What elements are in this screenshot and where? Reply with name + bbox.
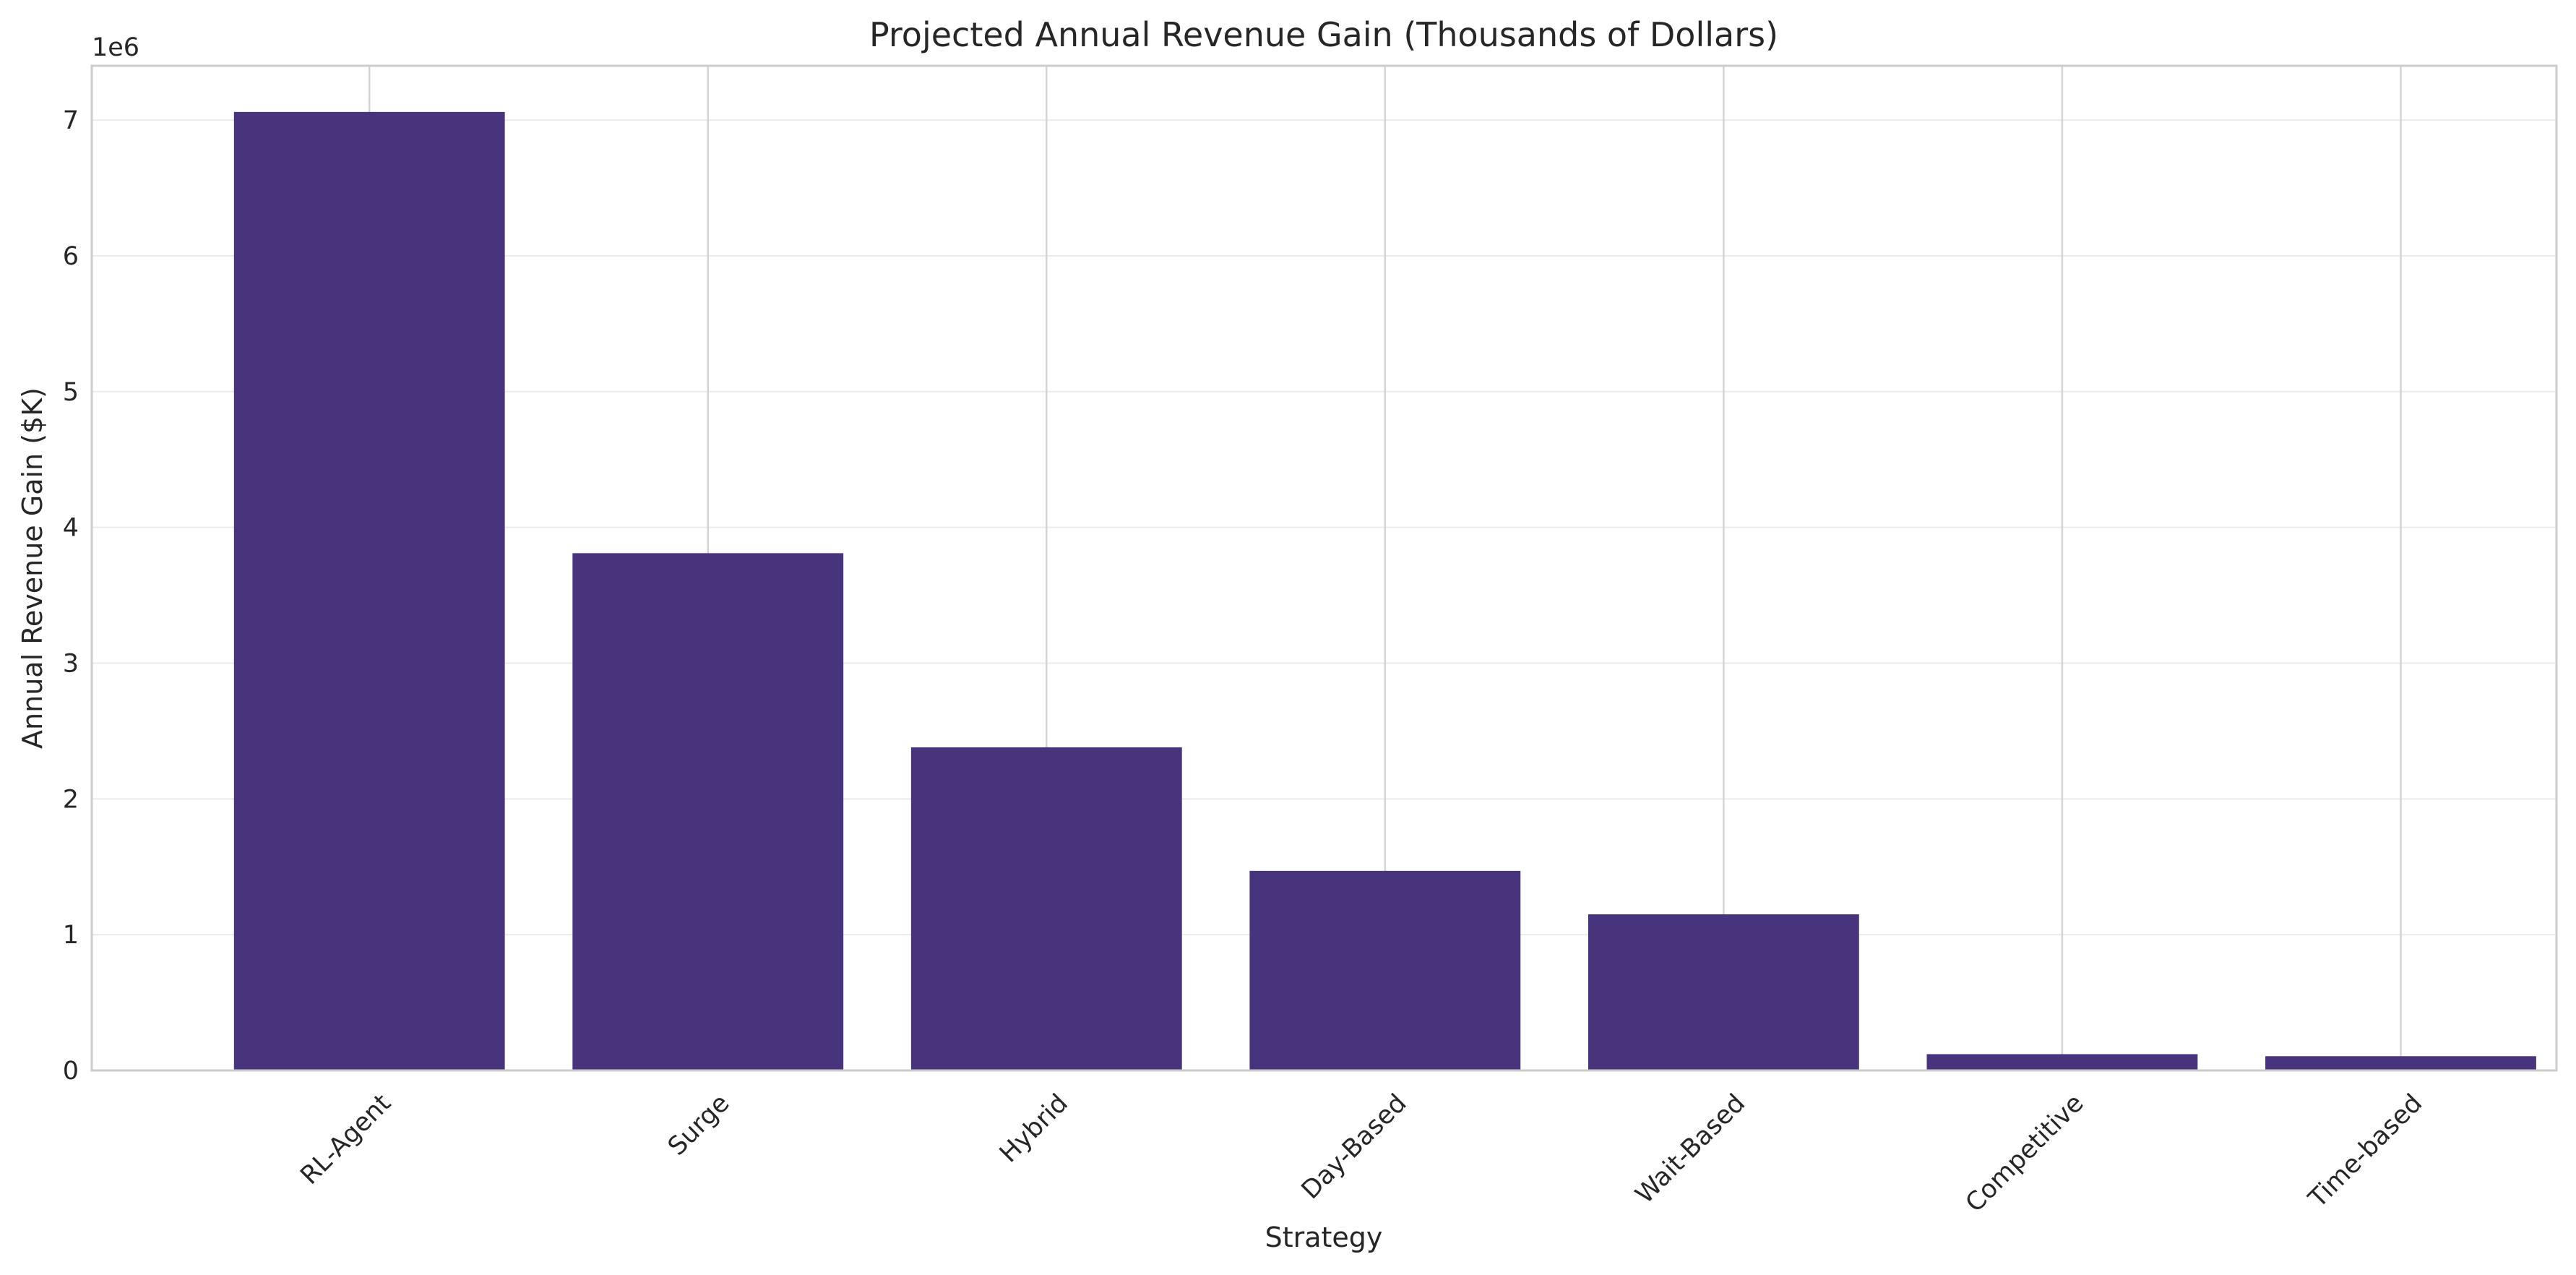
- x-tick-label: Competitive: [1960, 1089, 2090, 1218]
- bar-competitive: [1926, 1054, 2198, 1070]
- x-axis-title: Strategy: [1265, 1222, 1383, 1253]
- x-tick-label: Day-Based: [1296, 1089, 1413, 1205]
- y-axis-title: Annual Revenue Gain ($K): [17, 387, 48, 749]
- bar-day-based: [1249, 870, 1521, 1070]
- x-tick-label: Time-based: [2303, 1089, 2428, 1214]
- bar-wait-based: [1588, 914, 1859, 1070]
- y-tick-label: 1: [63, 921, 79, 950]
- y-tick-label: 0: [63, 1057, 79, 1086]
- y-tick-label: 2: [63, 785, 79, 814]
- bar-rl-agent: [233, 111, 505, 1070]
- x-tick-label: Surge: [663, 1089, 735, 1161]
- y-tick-labels: 0 1 2 3 4 5 6 7: [63, 106, 79, 1086]
- x-tick-label: Hybrid: [994, 1089, 1074, 1168]
- bar-surge: [572, 553, 844, 1070]
- bar-time-based: [2265, 1056, 2536, 1070]
- x-tick-labels: RL-Agent Surge Hybrid Day-Based Wait-Based Co…: [295, 1089, 2428, 1218]
- y-tick-label: 5: [63, 378, 79, 407]
- bar-layer: [233, 111, 2536, 1070]
- bar-hybrid: [910, 747, 1182, 1070]
- y-tick-label: 7: [63, 106, 79, 135]
- plot-frame: [90, 64, 2558, 1072]
- y-offset-label: 1e6: [92, 33, 139, 62]
- chart-title: Projected Annual Revenue Gain (Thousands…: [869, 15, 1778, 54]
- x-tick-label: Wait-Based: [1630, 1089, 1751, 1209]
- x-tick-label: RL-Agent: [295, 1089, 396, 1190]
- y-tick-label: 6: [63, 242, 79, 271]
- y-tick-label: 4: [63, 514, 79, 543]
- y-tick-label: 3: [63, 649, 79, 678]
